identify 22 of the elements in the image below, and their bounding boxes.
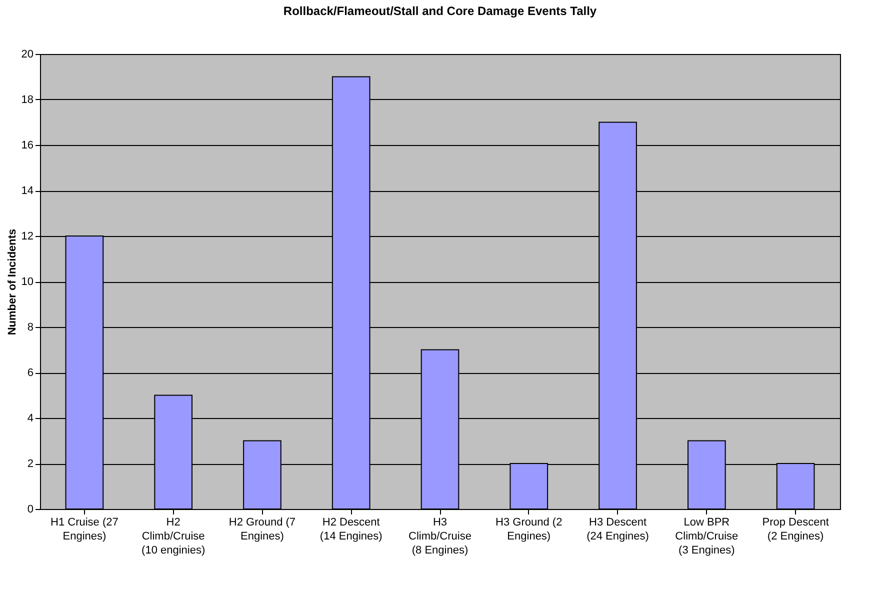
x-tick-label: H1 Cruise (27 Engines) (50, 516, 118, 542)
chart-title: Rollback/Flameout/Stall and Core Damage Events Tally (283, 4, 597, 18)
y-tick-label: 12 (21, 230, 34, 242)
x-tick-label: H3 Climb/Cruise (8 Engines) (408, 516, 472, 556)
y-tick-label: 20 (21, 48, 34, 60)
x-tick-label: H2 Descent (14 Engines) (320, 516, 382, 542)
x-tick-label: H3 Descent (24 Engines) (586, 516, 649, 542)
y-axis-title: Number of Incidents (6, 228, 18, 336)
x-tick-label: H3 Ground (2 Engines) (496, 516, 562, 542)
y-tick-label: 10 (21, 276, 34, 288)
y-tick-label: 0 (27, 504, 34, 516)
y-tick-label: 8 (27, 322, 34, 334)
y-tick-label: 18 (21, 94, 34, 106)
x-tick-label: Prop Descent (2 Engines) (762, 516, 829, 542)
y-tick-label: 16 (21, 140, 34, 152)
x-tick-label: Low BPR Climb/Cruise (3 Engines) (675, 516, 738, 556)
y-tick-label: 4 (27, 412, 34, 424)
y-tick-label: 6 (27, 367, 34, 379)
y-tick-label: 14 (21, 185, 34, 197)
x-tick-label: H2 Climb/Cruise (10 enginies) (142, 516, 206, 556)
x-tick-label: H2 Ground (7 Engines) (228, 516, 296, 542)
y-tick-label: 2 (27, 458, 34, 470)
